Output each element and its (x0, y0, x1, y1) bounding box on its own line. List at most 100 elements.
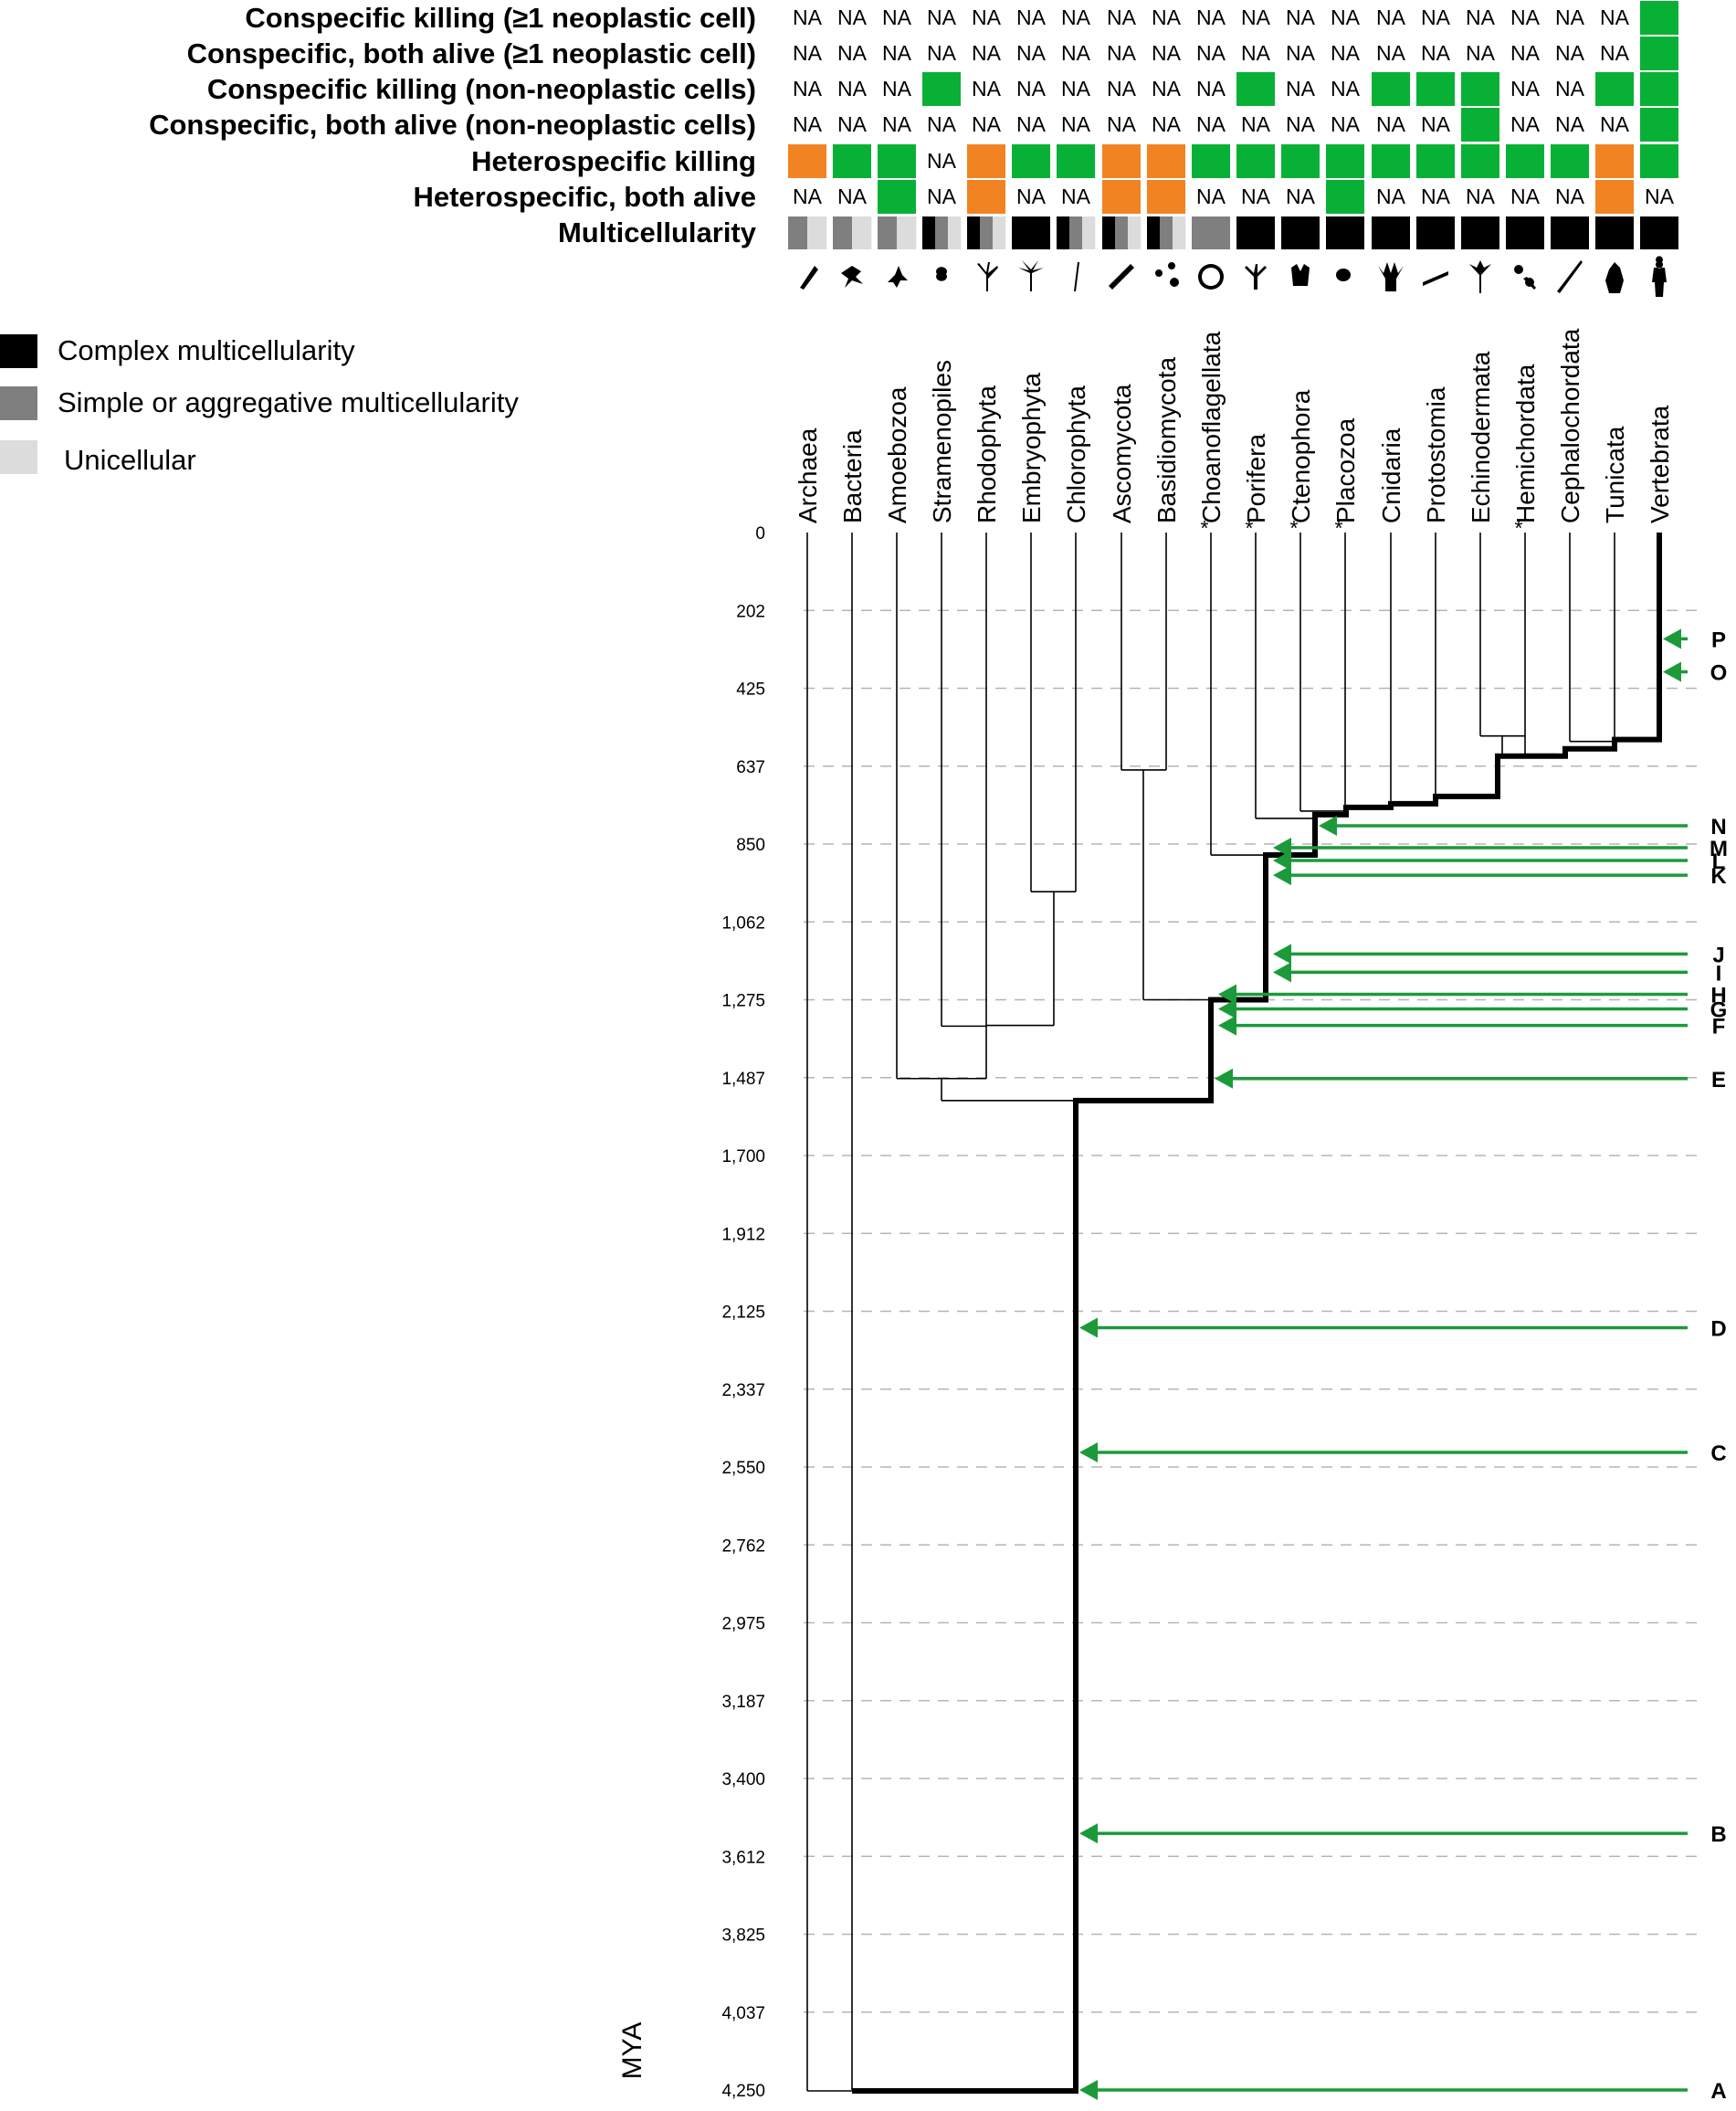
na-cell: NA (1600, 5, 1630, 29)
na-cell: NA (1510, 112, 1541, 136)
na-cell: NA (1466, 185, 1496, 208)
na-cell: NA (1152, 5, 1182, 29)
event-label-o: O (1710, 660, 1728, 685)
multicellularity-unicellular (1128, 216, 1142, 249)
na-cell: NA (972, 41, 1002, 65)
lancelet-icon (1557, 260, 1583, 293)
present-cell (1372, 144, 1410, 178)
axis-tick-label: 0 (755, 524, 765, 544)
sponge-icon (1245, 264, 1267, 290)
axis-tick-label: 4,250 (721, 2082, 765, 2101)
na-cell: NA (1376, 41, 1406, 65)
event-arrow-head (1273, 865, 1291, 886)
na-cell: NA (1016, 41, 1047, 65)
diatom-icon (936, 267, 947, 281)
na-cell: NA (882, 112, 912, 136)
multicellularity-complex (1416, 216, 1455, 249)
event-arrow-head (1273, 850, 1291, 871)
taxon-embryophyta: Embryophyta (1017, 373, 1046, 523)
taxon-echinodermata: Echinodermata (1467, 351, 1495, 523)
row-label-multicellularity: Multicellularity (558, 216, 757, 248)
legend-label-complex: Complex multicellularity (58, 334, 355, 366)
present-cell (1326, 180, 1364, 214)
present-cell (1192, 144, 1230, 178)
na-cell: NA (1061, 5, 1091, 29)
multicellularity-complex (1506, 216, 1544, 249)
taxon-stramenopiles: Stramenopiles (928, 360, 956, 523)
event-label-n: N (1710, 815, 1726, 839)
absent-cell (1102, 144, 1141, 178)
na-cell: NA (1286, 77, 1316, 100)
taxon-ascomycota: Ascomycota (1108, 384, 1136, 523)
axis-tick-label: 1,912 (721, 1225, 765, 1244)
multicellularity-unicellular (948, 216, 962, 249)
na-cell: NA (1152, 77, 1182, 100)
star-marker: * (1201, 516, 1209, 540)
na-cell: NA (1061, 41, 1091, 65)
taxon-choanoflagellata: Choanoflagellata (1197, 331, 1226, 523)
axis-tick-label: 2,762 (721, 1536, 765, 1556)
event-arrow-head (1079, 1317, 1098, 1338)
event-label-d: D (1710, 1317, 1726, 1342)
na-cell: NA (1555, 112, 1585, 136)
multicellularity-simple (935, 216, 949, 249)
multicellularity-unicellular (993, 216, 1006, 249)
multicellularity-complex (1595, 216, 1634, 249)
event-arrow-head (1079, 2080, 1098, 2100)
na-cell: NA (1555, 41, 1585, 65)
na-cell: NA (1331, 77, 1361, 100)
na-cell: NA (1107, 77, 1137, 100)
na-cell: NA (882, 77, 912, 100)
na-cell: NA (793, 77, 823, 100)
event-label-b: B (1710, 1822, 1726, 1847)
placozoan-icon (1336, 269, 1351, 281)
star-marker: * (1246, 516, 1254, 540)
na-cell: NA (1286, 112, 1316, 136)
na-cell: NA (1600, 41, 1630, 65)
present-cell (1416, 144, 1455, 178)
axis-tick-label: 3,187 (721, 1693, 765, 1712)
mushroom-icon (1155, 262, 1179, 287)
na-cell: NA (1286, 185, 1316, 208)
axis-tick-label: 3,612 (721, 1848, 765, 1867)
legend-swatch-simple (0, 386, 37, 420)
present-cell (1372, 72, 1410, 106)
event-arrow-head (1273, 838, 1291, 859)
na-cell: NA (1376, 5, 1406, 29)
present-cell (1461, 108, 1499, 142)
star-marker: * (1290, 516, 1299, 540)
comb-jelly-icon (1291, 264, 1310, 286)
taxon-placozoa: Placozoa (1331, 417, 1360, 523)
present-cell (1506, 144, 1544, 178)
multicellularity-complex (1281, 216, 1320, 249)
na-cell: NA (793, 41, 823, 65)
red-alga-icon (977, 262, 998, 291)
absent-cell (1102, 180, 1141, 214)
na-cell: NA (1331, 5, 1361, 29)
event-arrow-head (1215, 1068, 1233, 1089)
taxon-protostomia: Protostomia (1422, 386, 1450, 523)
taxon-porifera: Porifera (1242, 434, 1270, 523)
multicellularity-simple (788, 216, 808, 249)
green-alga-icon (1074, 262, 1079, 291)
na-cell: NA (793, 5, 823, 29)
branched-cell-icon (841, 266, 863, 288)
axis-tick-label: 2,550 (721, 1459, 765, 1478)
present-cell (878, 180, 916, 214)
absent-cell (1147, 180, 1185, 214)
na-cell: NA (1555, 77, 1585, 100)
na-cell: NA (927, 41, 957, 65)
present-cell (1326, 144, 1364, 178)
event-label-p: P (1711, 628, 1726, 652)
na-cell: NA (1196, 185, 1226, 208)
na-cell: NA (972, 112, 1002, 136)
multicellularity-complex (1012, 216, 1050, 249)
present-cell (1057, 144, 1095, 178)
multicellularity-unicellular (1082, 216, 1096, 249)
multicellularity-unicellular (807, 216, 827, 249)
event-label-e: E (1711, 1068, 1726, 1092)
na-cell: NA (837, 41, 868, 65)
na-cell: NA (882, 41, 912, 65)
taxon-archaea: Archaea (794, 427, 822, 523)
